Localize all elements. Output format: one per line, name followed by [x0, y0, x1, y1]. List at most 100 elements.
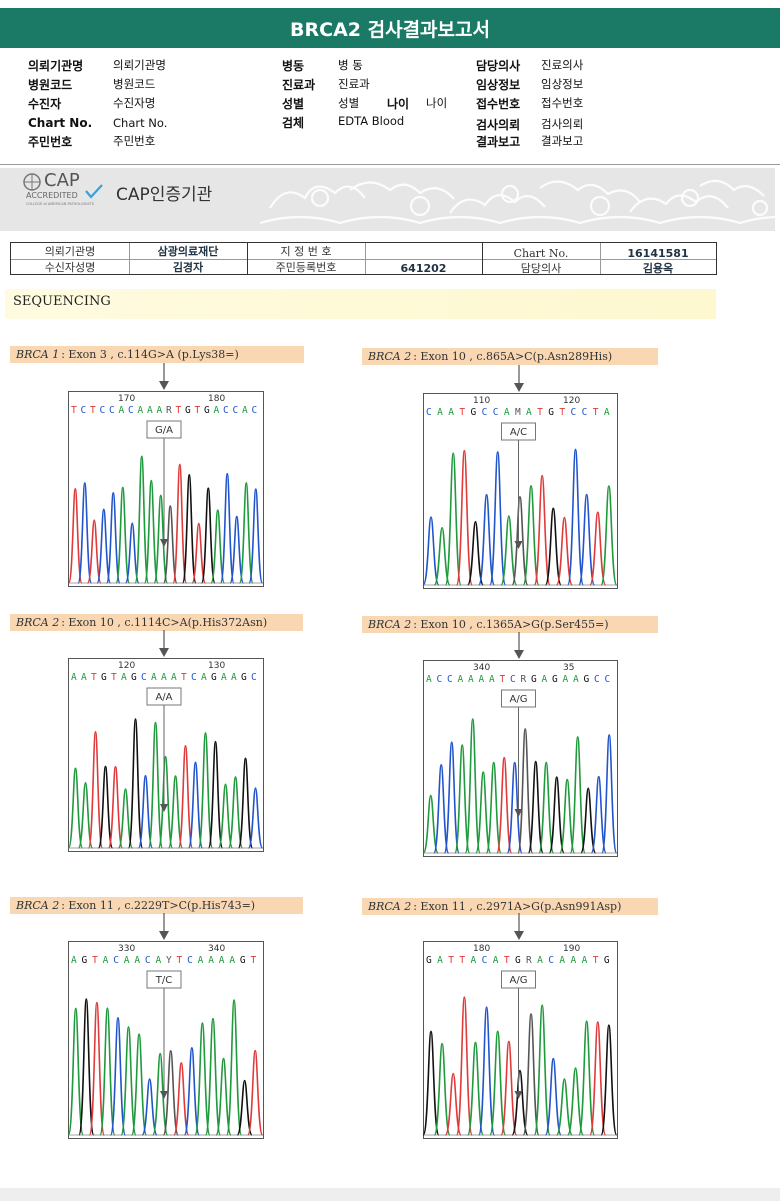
base-letter: A: [231, 672, 237, 683]
genotype-call: T/C: [155, 975, 172, 986]
base-letter: A: [147, 405, 153, 416]
trace-peak: [590, 775, 607, 854]
base-letter: A: [563, 674, 569, 685]
arrow-down-icon: [160, 804, 168, 812]
genotype-call: A/C: [510, 427, 527, 438]
trace-peak: [496, 756, 513, 854]
trace-peak: [478, 1006, 496, 1136]
trace-peak: [162, 505, 178, 584]
trace-peak: [454, 744, 471, 854]
trace-peak: [68, 767, 84, 849]
base-letter: C: [437, 674, 443, 685]
trace-peak: [475, 771, 492, 854]
trace-peak: [538, 761, 555, 854]
base-letter: C: [426, 407, 432, 418]
gene-name: BRCA 2: [368, 900, 412, 913]
base-letter: Y: [166, 955, 172, 966]
position-label: 180: [473, 944, 490, 954]
base-letter: A: [214, 405, 220, 416]
call-box: [501, 689, 536, 708]
base-letter: A: [124, 955, 130, 966]
trace-peak: [130, 1033, 148, 1136]
base-letter: A: [468, 674, 474, 685]
info-value: 의뢰기관명: [113, 58, 166, 72]
position-label: 35: [563, 663, 574, 673]
trace-peak: [423, 1030, 440, 1136]
base-letter: G: [470, 407, 476, 418]
gene-name: BRCA 2: [16, 899, 60, 912]
position-label: 340: [473, 663, 490, 673]
trace-peak: [580, 787, 597, 854]
info-value: EDTA Blood: [338, 114, 405, 128]
trace-peak: [500, 1040, 518, 1136]
patient-inst-value: 삼광의료재단: [157, 245, 219, 258]
base-letter: R: [166, 405, 172, 416]
trace-peak: [236, 1079, 253, 1136]
base-letter: C: [594, 674, 600, 685]
info-value: 나이: [426, 96, 448, 110]
info-value: 병원코드: [113, 77, 156, 91]
trace-peak: [589, 511, 607, 586]
variant-desc: : Exon 11 , c.2971A>G(p.Asn991Asp): [413, 900, 622, 913]
sequencing-header: SEQUENCING: [5, 289, 716, 319]
cap-accredited-text: ACCREDITED: [26, 191, 78, 200]
base-letter: C: [187, 955, 193, 966]
trace-peak: [478, 493, 496, 586]
variant-desc: : Exon 10 , c.865A>C(p.Asn289His): [413, 350, 613, 363]
trace-peak: [527, 760, 544, 854]
gene-name: BRCA 2: [368, 618, 412, 631]
trace-peak: [600, 485, 618, 586]
info-value: 주민번호: [113, 134, 156, 148]
patient-name-value: 김경자: [172, 260, 204, 274]
arrow-down-icon: [514, 1091, 523, 1099]
base-letter: A: [448, 407, 454, 418]
trace-peak: [200, 487, 216, 584]
base-letter: T: [71, 405, 77, 416]
trace-peak: [96, 508, 112, 584]
trace-peak: [68, 488, 83, 584]
variant-label: BRCA 2: Exon 10 , c.1114C>A(p.His372Asn): [10, 614, 303, 631]
cap-title: CAP인증기관: [116, 185, 213, 205]
trace-peak: [600, 1024, 618, 1136]
info-label: 병동: [282, 59, 305, 73]
trace-peak: [115, 486, 131, 584]
base-letter: T: [181, 672, 187, 683]
position-label: 120: [118, 661, 135, 671]
base-letter: C: [81, 405, 87, 416]
trace-peak: [87, 730, 104, 849]
base-letter: A: [426, 674, 432, 685]
section-title: SEQUENCING: [13, 294, 111, 309]
base-letter: A: [208, 955, 214, 966]
base-letter: A: [526, 407, 532, 418]
base-letter: A: [219, 955, 225, 966]
info-label: 의뢰기관명: [28, 59, 84, 73]
base-letter: G: [185, 405, 191, 416]
trace-peak: [86, 519, 102, 584]
arrow-down-icon: [513, 632, 524, 659]
trace-peak: [555, 1078, 573, 1136]
base-letter: C: [109, 405, 115, 416]
base-letter: G: [426, 955, 432, 966]
base-letter: A: [489, 674, 495, 685]
trace-peak: [187, 761, 204, 849]
info-label: Chart No.: [28, 116, 93, 130]
patient-doctor-label: 담당의사: [520, 261, 562, 275]
info-value: 진료과: [338, 77, 370, 91]
divider: [0, 164, 780, 165]
base-letter: A: [504, 407, 510, 418]
trace-peak: [147, 721, 164, 849]
trace-peak: [207, 740, 224, 849]
trace-peak: [444, 452, 462, 586]
trace-peak: [68, 1007, 84, 1136]
base-letter: A: [479, 674, 485, 685]
trace-peak: [197, 732, 214, 849]
base-letter: C: [582, 407, 588, 418]
trace-peak: [466, 1041, 485, 1136]
base-letter: A: [571, 955, 577, 966]
base-letter: C: [145, 955, 151, 966]
base-letter: C: [191, 672, 197, 683]
base-letter: A: [229, 955, 235, 966]
patient-rrn-value: 641202: [400, 262, 447, 275]
trace-peak: [143, 479, 159, 584]
